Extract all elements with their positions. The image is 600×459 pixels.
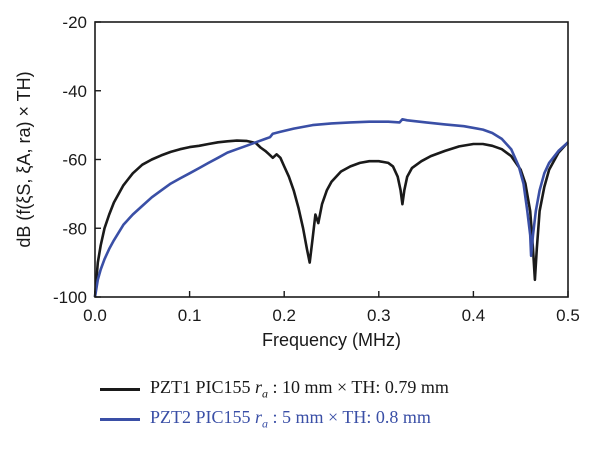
x-tick-label: 0.0 bbox=[83, 306, 107, 325]
legend-label: PZT1 PIC155 ra : 10 mm × TH: 0.79 mm bbox=[150, 376, 449, 401]
ticks-layer: 0.0 0.1 0.2 0.3 0.4 0.5 -20 -40 -60 -80 -100 bbox=[53, 13, 580, 325]
series-layer bbox=[93, 118, 569, 298]
line-chart: 0.0 0.1 0.2 0.3 0.4 0.5 -20 -40 -60 -80 -100 Frequ… bbox=[14, 13, 580, 350]
legend-item-2: PZT2 PIC155 ra : 5 mm × TH: 0.8 mm bbox=[100, 406, 449, 431]
x-tick-label: 0.3 bbox=[367, 306, 391, 325]
series-line-1 bbox=[93, 139, 569, 298]
plot-frame bbox=[94, 21, 569, 298]
y-tick-label: -20 bbox=[62, 13, 87, 32]
y-tick-label: -100 bbox=[53, 288, 87, 307]
legend-swatch bbox=[100, 417, 140, 421]
legend-item-1: PZT1 PIC155 ra : 10 mm × TH: 0.79 mm bbox=[100, 376, 449, 401]
y-tick-label: -60 bbox=[62, 151, 87, 170]
x-axis-title: Frequency (MHz) bbox=[262, 330, 401, 350]
legend-label: PZT2 PIC155 ra : 5 mm × TH: 0.8 mm bbox=[150, 406, 431, 431]
series-line-2 bbox=[93, 118, 569, 298]
legend: PZT1 PIC155 ra : 10 mm × TH: 0.79 mm PZT2… bbox=[100, 376, 449, 431]
legend-swatch bbox=[100, 387, 140, 391]
y-tick-label: -40 bbox=[62, 82, 87, 101]
y-axis-title: dB (f(ξS, ξA, ra) × TH) bbox=[14, 71, 34, 247]
y-tick-label: -80 bbox=[62, 219, 87, 238]
x-tick-label: 0.5 bbox=[556, 306, 580, 325]
x-tick-label: 0.1 bbox=[178, 306, 202, 325]
x-tick-label: 0.2 bbox=[272, 306, 296, 325]
x-tick-label: 0.4 bbox=[462, 306, 486, 325]
